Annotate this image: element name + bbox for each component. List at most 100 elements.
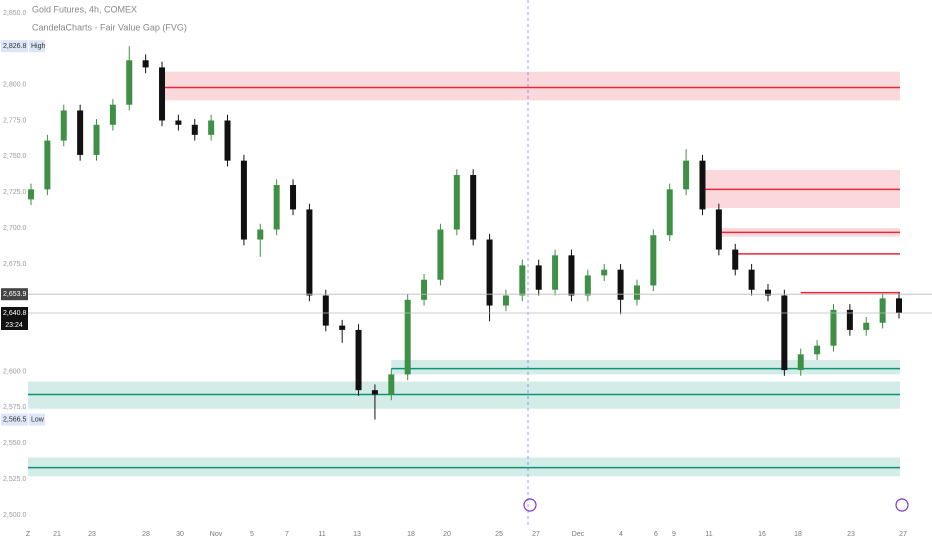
chart-subtitle: CandelaCharts - Fair Value Gap (FVG) [32,22,187,32]
x-tick-label: 13 [353,531,361,538]
fvg-zone [391,360,900,375]
candle-body [28,189,34,200]
price-tag-label: 2,640.8 [3,310,26,317]
candle-body [683,160,690,190]
fvg-zone [162,71,901,101]
x-tick-label: 27 [899,531,907,538]
y-tick-label: 2,700.0 [3,225,26,232]
candle-body [355,329,362,391]
x-tick-label: Nov [210,531,223,538]
y-tick-label: 2,725.0 [3,189,26,196]
x-tick-label: 11 [705,531,712,538]
y-tick-label: 2,850.0 [3,10,26,17]
candle-body [371,390,378,395]
candle-body [617,269,624,300]
candle-body [748,269,755,290]
candle-body [732,249,739,270]
x-tick-label: Dec [572,531,585,538]
candle-body [568,255,575,296]
x-tick-label: 7 [285,531,289,538]
x-tick-label: 6 [654,531,658,538]
candle-body [896,298,902,313]
price-tag-label: 2,566.5 [3,416,26,423]
candle-body [421,279,428,300]
x-tick-label: 23 [847,531,855,538]
x-tick-label: 16 [758,531,766,538]
candle-body [830,309,837,346]
candle-body [44,140,51,190]
note-label: Low [31,416,45,423]
x-tick-label: 30 [176,531,184,538]
x-tick-label: 9 [672,531,676,538]
candle-body [552,255,559,290]
note-label: High [31,43,46,50]
candle-body [814,345,821,355]
candle-body [77,110,84,155]
y-tick-label: 2,600.0 [3,368,26,375]
candle-body [159,67,166,121]
candle-body [650,235,657,286]
y-tick-label: 2,575.0 [3,404,26,411]
y-tick-label: 2,500.0 [3,512,26,519]
candle-body [306,209,313,296]
candle-body [175,120,182,125]
x-tick-label: 5 [250,531,254,538]
countdown-label: 23:24 [5,322,23,329]
x-tick-label: Z [26,531,31,538]
candle-body [60,110,67,141]
price-tag [1,413,28,426]
candle-body [486,239,493,306]
candle-body [764,289,771,296]
candle-body [208,120,215,135]
candle-body [797,354,804,371]
event-icon[interactable] [895,498,909,512]
candle-body [126,60,133,105]
chart-title: Gold Futures, 4h, COMEX [32,4,137,14]
x-tick-label: 18 [794,531,802,538]
x-tick-label: 18 [407,531,415,538]
candle-body [502,295,509,306]
candle-body [470,175,477,240]
candle-body [388,374,395,395]
x-tick-label: 4 [619,531,623,538]
candle-body [453,175,460,230]
x-tick-label: 20 [443,531,451,538]
candle-body [339,325,346,330]
event-icon[interactable] [523,498,537,512]
candle-body [699,160,706,210]
candle-body [142,60,149,68]
candle-body [191,124,198,135]
price-tag-label: 2,653.9 [3,291,26,298]
y-tick-label: 2,800.0 [3,81,26,88]
candle-body [633,285,640,300]
x-tick-label: 21 [53,531,61,538]
x-tick-label: 28 [142,531,150,538]
candle-body [322,295,329,326]
y-tick-label: 2,775.0 [3,117,26,124]
price-tag [1,288,28,301]
note-box [29,40,45,53]
candle-body [666,189,673,236]
candle-body [257,229,264,240]
candle-body [715,209,722,250]
candle-body [240,160,247,240]
x-tick-label: 25 [495,531,503,538]
y-tick-label: 2,675.0 [3,261,26,268]
x-tick-label: 23 [88,531,96,538]
candle-body [601,269,608,276]
candle-body [93,124,100,155]
countdown-box [1,318,28,330]
y-tick-label: 2,525.0 [3,476,26,483]
candle-body [584,275,591,296]
candle-body [519,265,526,296]
x-tick-label: 27 [532,531,540,538]
candle-body [846,309,853,330]
note-box [29,413,45,426]
y-tick-label: 2,750.0 [3,153,26,160]
price-tag [1,40,28,53]
price-tag-label: 2,826.8 [3,43,26,50]
candle-body [109,104,116,125]
candle-body [290,185,297,210]
